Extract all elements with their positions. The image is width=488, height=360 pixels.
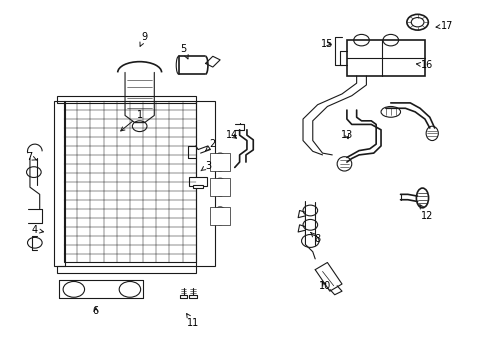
Text: 7: 7 (26, 152, 37, 162)
Text: 12: 12 (419, 205, 433, 221)
Ellipse shape (212, 207, 227, 225)
Text: 15: 15 (321, 39, 333, 49)
Text: 5: 5 (180, 44, 188, 59)
Bar (54, 101, 65, 266)
Text: 16: 16 (416, 60, 432, 70)
Text: 1: 1 (121, 111, 142, 131)
Text: 9: 9 (140, 32, 147, 46)
Bar (64, 101, 195, 262)
Text: 14: 14 (226, 130, 238, 140)
Text: 10: 10 (318, 281, 330, 291)
Bar (210, 153, 229, 171)
Text: 11: 11 (186, 314, 199, 328)
Text: 4: 4 (32, 225, 43, 235)
Bar (57, 266, 195, 273)
Ellipse shape (212, 178, 227, 196)
Text: 6: 6 (93, 306, 99, 316)
Bar (195, 101, 215, 266)
Text: 13: 13 (340, 130, 352, 140)
Bar (210, 207, 229, 225)
Bar (346, 40, 424, 76)
Text: 8: 8 (310, 233, 320, 244)
Text: 2: 2 (205, 139, 216, 151)
Text: 17: 17 (435, 21, 452, 31)
Ellipse shape (212, 153, 227, 171)
Bar (189, 177, 206, 186)
Bar (193, 185, 203, 188)
Bar (210, 178, 229, 196)
Text: 3: 3 (201, 161, 210, 171)
Bar (57, 96, 195, 103)
